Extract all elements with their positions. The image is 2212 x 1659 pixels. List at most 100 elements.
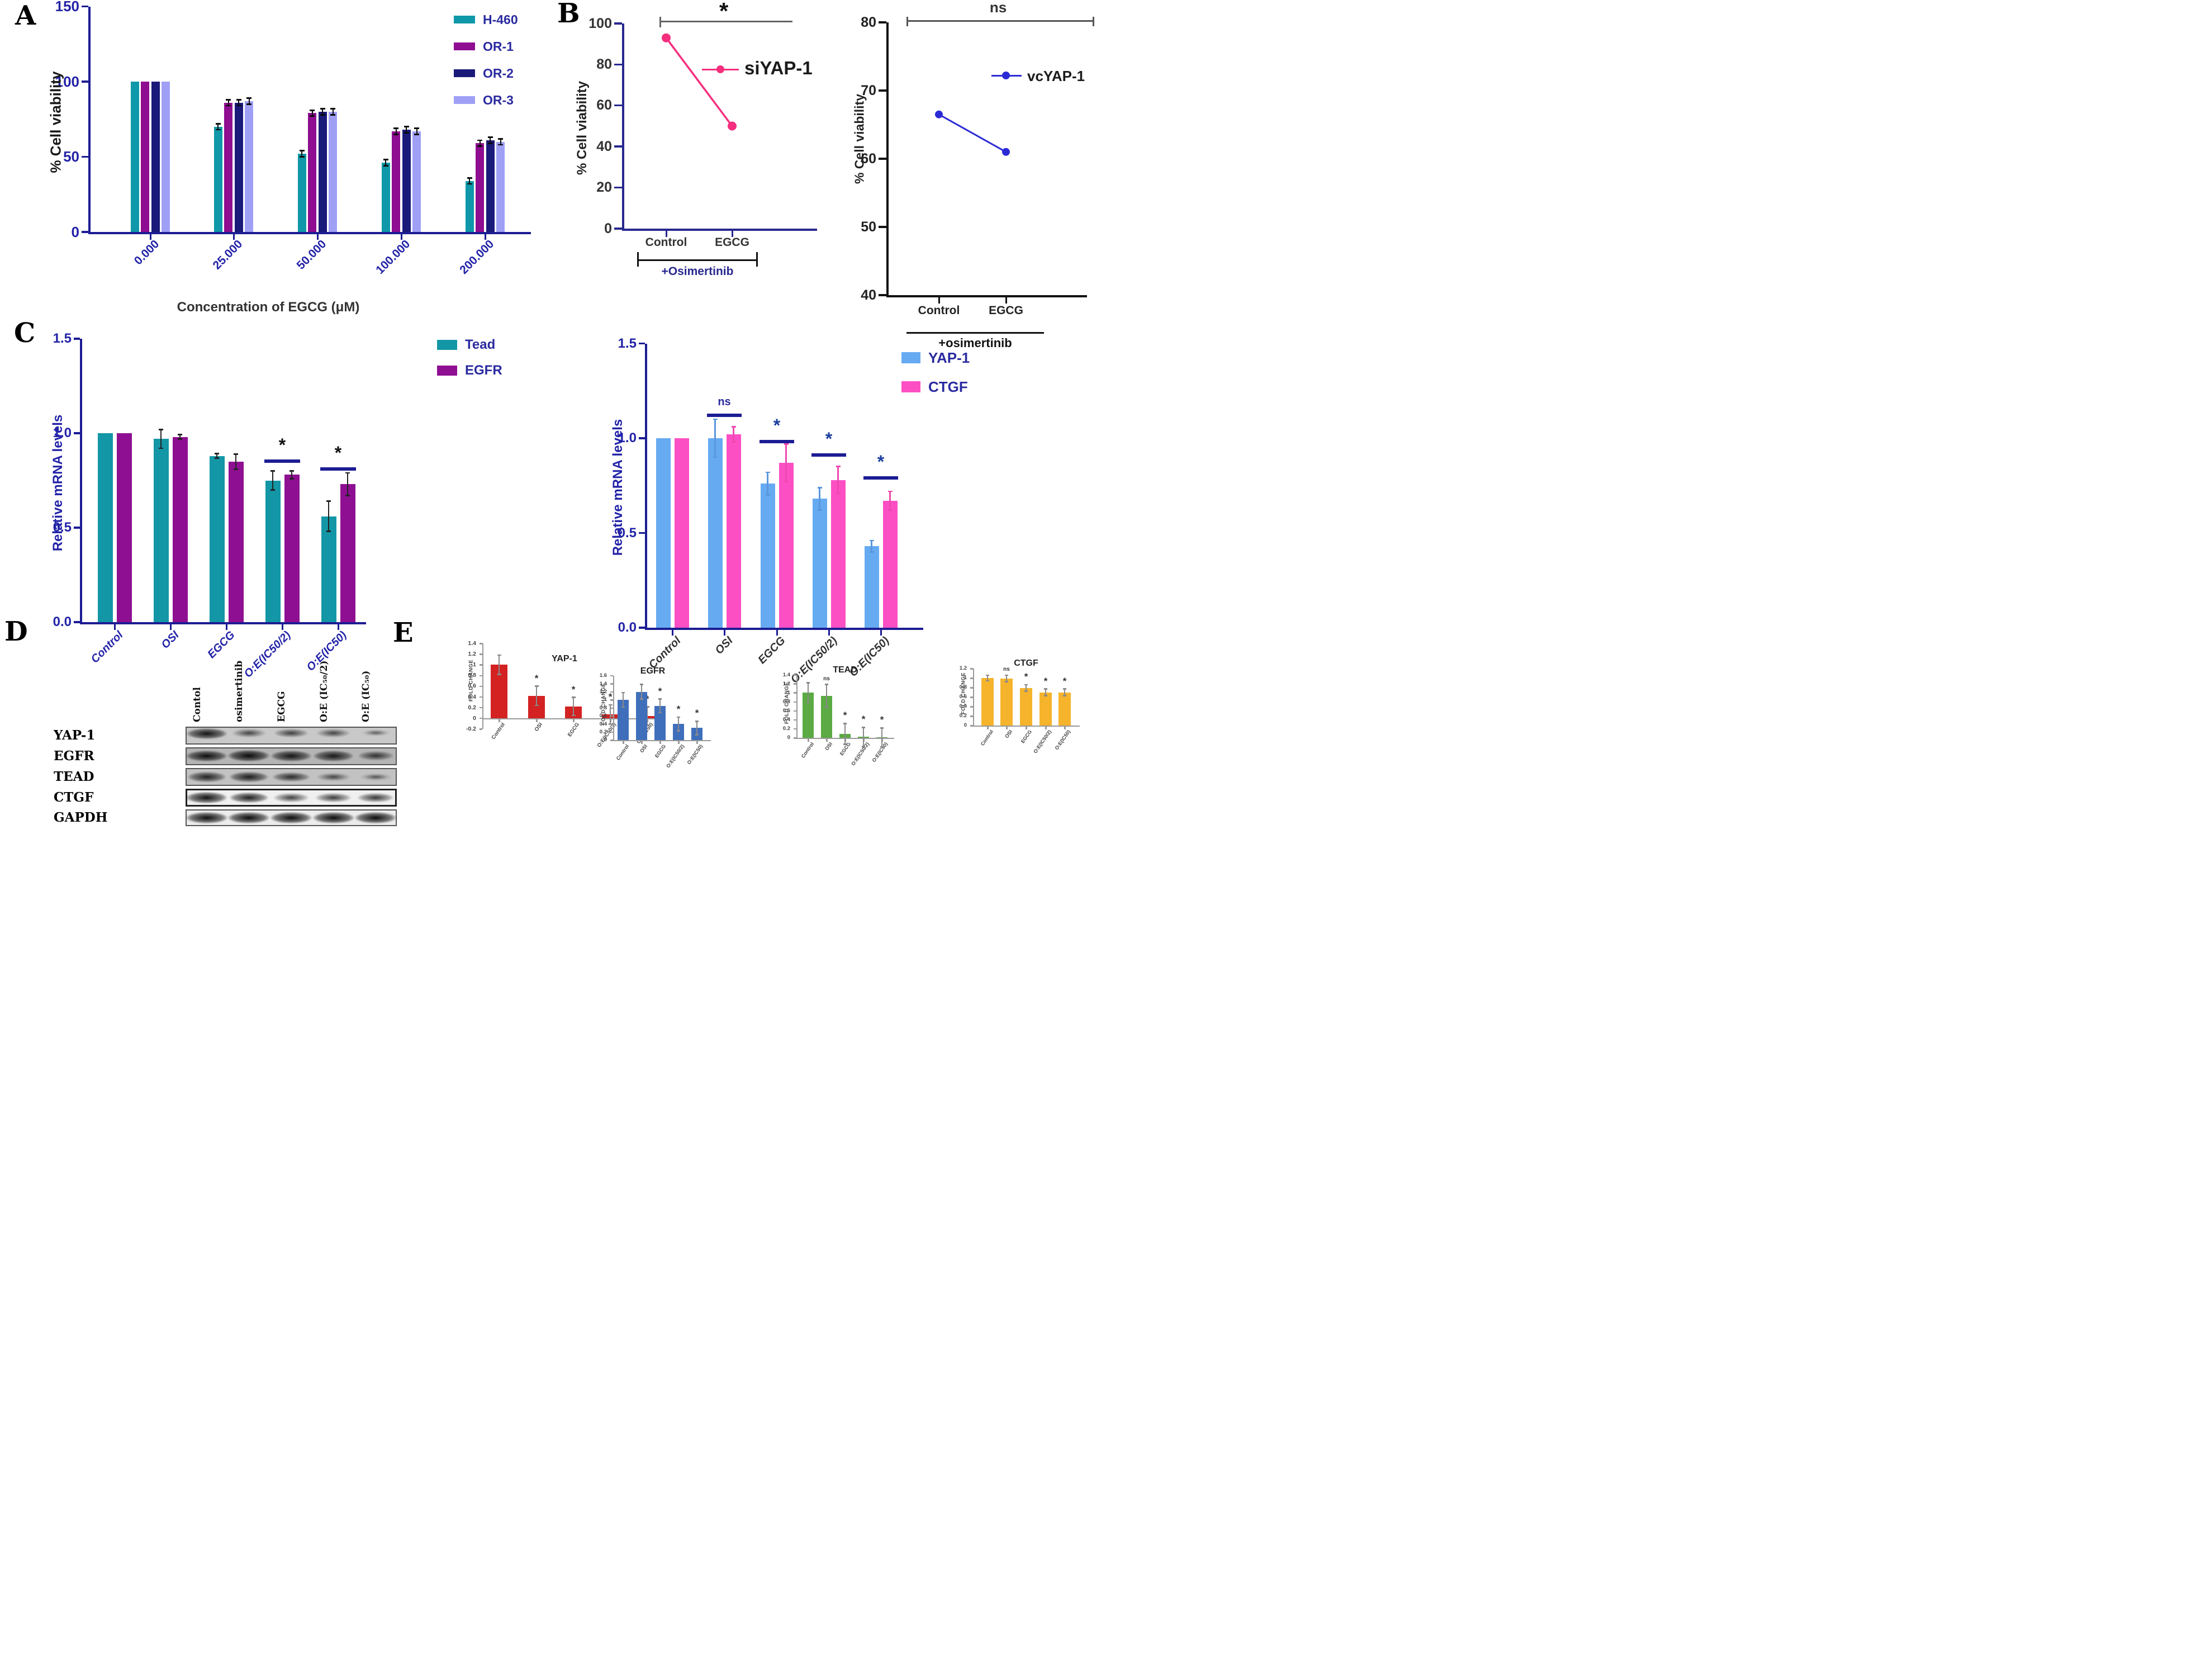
y-axis-title: FOLD CHANGE bbox=[468, 659, 474, 702]
legend-swatch bbox=[454, 96, 475, 104]
y-tick bbox=[82, 5, 88, 8]
blot-band bbox=[355, 812, 397, 823]
x-cat-label: 200.000 bbox=[457, 238, 497, 277]
error-bar bbox=[733, 426, 734, 442]
x-axis bbox=[482, 718, 665, 719]
error-cap bbox=[236, 105, 241, 107]
y-tick-label: 0.0 bbox=[618, 620, 637, 636]
bar bbox=[618, 700, 629, 740]
x-axis-title: Concentration of EGCG (μM) bbox=[177, 300, 360, 315]
legend-label: H-460 bbox=[483, 12, 518, 27]
y-tick-label: 1 bbox=[604, 696, 607, 703]
y-tick-label: 0.2 bbox=[959, 713, 967, 719]
y-tick bbox=[639, 437, 645, 439]
legend-label: YAP-1 bbox=[928, 349, 970, 366]
bar bbox=[476, 143, 485, 232]
y-tick bbox=[879, 294, 886, 296]
sig-label: * bbox=[334, 442, 342, 463]
x-tick bbox=[938, 297, 940, 304]
y-tick-label: 0.8 bbox=[599, 704, 607, 711]
bar bbox=[708, 438, 723, 628]
y-tick bbox=[480, 685, 482, 688]
y-tick bbox=[610, 707, 613, 709]
y-axis bbox=[613, 675, 614, 740]
y-tick bbox=[480, 643, 482, 644]
bar bbox=[496, 141, 505, 232]
blot-band bbox=[358, 751, 393, 761]
y-tick bbox=[480, 696, 482, 698]
error-bar bbox=[416, 128, 417, 135]
error-cap bbox=[215, 453, 219, 454]
y-tick bbox=[610, 683, 613, 685]
error-cap bbox=[393, 133, 399, 135]
chart-title: TEAD bbox=[833, 665, 857, 675]
y-tick bbox=[614, 22, 622, 25]
x-tick bbox=[1005, 297, 1007, 304]
sig-label: * bbox=[676, 703, 681, 714]
y-tick-label: 40 bbox=[596, 138, 612, 154]
bar bbox=[673, 724, 684, 740]
y-tick-label: 1.5 bbox=[53, 331, 72, 347]
bar bbox=[656, 438, 671, 628]
y-tick bbox=[610, 731, 613, 733]
x-tick bbox=[169, 624, 172, 630]
error-cap bbox=[817, 486, 822, 489]
bar bbox=[297, 154, 306, 232]
bar bbox=[162, 82, 170, 232]
x-tick bbox=[535, 719, 538, 722]
error-bar bbox=[498, 655, 500, 675]
sig-label: * bbox=[877, 451, 885, 472]
y-tick bbox=[970, 687, 973, 689]
sig-label: * bbox=[571, 684, 576, 695]
y-axis-title: % Cell viability bbox=[575, 80, 590, 176]
y-tick bbox=[639, 342, 645, 345]
y-tick bbox=[794, 737, 796, 739]
x-tick bbox=[498, 719, 500, 722]
y-axis-title: FOLD CHANGE bbox=[960, 672, 967, 715]
x-tick bbox=[731, 231, 733, 237]
error-cap bbox=[178, 434, 182, 436]
y-tick bbox=[480, 653, 482, 655]
x-tick bbox=[659, 741, 661, 744]
y-tick bbox=[970, 668, 973, 670]
error-cap bbox=[1005, 674, 1008, 676]
error-cap bbox=[645, 724, 649, 726]
error-cap bbox=[330, 113, 336, 116]
x-tick bbox=[825, 739, 828, 742]
blot-band bbox=[358, 793, 394, 803]
bar bbox=[228, 461, 244, 622]
sig-label: * bbox=[695, 708, 699, 719]
data-line bbox=[665, 37, 733, 127]
legend-label: Tead bbox=[465, 337, 496, 353]
error-cap bbox=[695, 734, 699, 736]
legend-swatch bbox=[437, 366, 457, 376]
blot-lane-label: O:E (IC₅₀) bbox=[360, 670, 372, 722]
x-tick bbox=[572, 719, 575, 722]
y-tick-label: 0.0 bbox=[53, 614, 72, 630]
bar bbox=[779, 463, 794, 628]
bar bbox=[224, 102, 233, 232]
y-tick bbox=[879, 158, 886, 160]
x-tick bbox=[880, 630, 882, 636]
error-bar bbox=[825, 684, 828, 708]
error-bar bbox=[322, 108, 324, 115]
y-tick-label: 0 bbox=[604, 737, 607, 743]
error-bar bbox=[216, 453, 218, 458]
sig-label: * bbox=[880, 714, 884, 726]
error-cap bbox=[986, 674, 989, 676]
error-cap bbox=[731, 441, 736, 443]
bar bbox=[151, 82, 160, 232]
error-bar bbox=[385, 159, 387, 166]
y-tick bbox=[480, 717, 482, 719]
error-bar bbox=[1005, 675, 1008, 682]
bar bbox=[381, 163, 390, 232]
error-bar bbox=[272, 471, 274, 490]
y-tick-label: 1 bbox=[787, 689, 790, 696]
x-cat-label: 50.000 bbox=[294, 238, 329, 272]
y-axis-title: FOLD CHANGE bbox=[600, 682, 607, 726]
error-bar bbox=[767, 472, 768, 495]
error-cap bbox=[414, 133, 420, 135]
error-cap bbox=[765, 494, 770, 496]
bar bbox=[654, 705, 666, 740]
y-tick bbox=[614, 227, 622, 230]
